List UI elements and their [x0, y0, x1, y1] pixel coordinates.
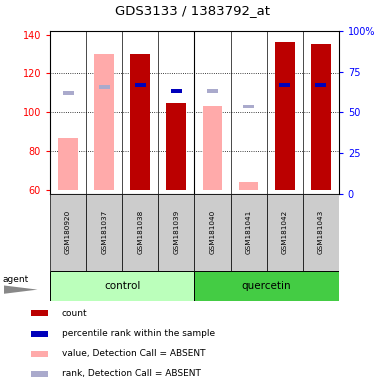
Bar	[58, 137, 78, 190]
Bar	[31, 331, 48, 337]
Text: GSM181040: GSM181040	[209, 210, 216, 255]
Text: GDS3133 / 1383792_at: GDS3133 / 1383792_at	[115, 4, 270, 17]
Text: value, Detection Call = ABSENT: value, Detection Call = ABSENT	[62, 349, 205, 358]
Bar	[303, 194, 339, 271]
Text: GSM181042: GSM181042	[282, 210, 288, 255]
Bar	[207, 89, 218, 93]
Text: GSM181043: GSM181043	[318, 210, 324, 255]
Text: quercetin: quercetin	[242, 281, 291, 291]
Text: rank, Detection Call = ABSENT: rank, Detection Call = ABSENT	[62, 369, 201, 378]
Text: GSM180920: GSM180920	[65, 210, 71, 255]
Text: percentile rank within the sample: percentile rank within the sample	[62, 329, 215, 338]
Bar	[50, 194, 86, 271]
Bar	[266, 194, 303, 271]
Bar	[311, 44, 331, 190]
Bar	[50, 271, 194, 301]
Bar	[31, 351, 48, 357]
Bar	[194, 271, 339, 301]
Text: GSM181039: GSM181039	[173, 210, 179, 255]
Bar	[231, 194, 266, 271]
Bar	[63, 91, 74, 95]
Bar	[86, 194, 122, 271]
Bar	[94, 54, 114, 190]
Text: GSM181037: GSM181037	[101, 210, 107, 255]
Text: control: control	[104, 281, 141, 291]
Bar	[166, 103, 186, 190]
Bar	[194, 194, 231, 271]
Polygon shape	[4, 285, 38, 294]
Bar	[122, 194, 158, 271]
Text: GSM181041: GSM181041	[246, 210, 251, 255]
Text: agent: agent	[3, 275, 29, 284]
Bar	[239, 182, 258, 190]
Bar	[279, 83, 290, 87]
Text: count: count	[62, 309, 87, 318]
Bar	[171, 89, 182, 93]
Bar	[131, 54, 150, 190]
Bar	[243, 104, 254, 108]
Bar	[135, 83, 146, 87]
Bar	[275, 42, 295, 190]
Bar	[31, 310, 48, 316]
Bar	[315, 83, 326, 87]
Bar	[158, 194, 194, 271]
Bar	[99, 85, 110, 89]
Bar	[203, 106, 223, 190]
Bar	[31, 371, 48, 377]
Text: GSM181038: GSM181038	[137, 210, 143, 255]
